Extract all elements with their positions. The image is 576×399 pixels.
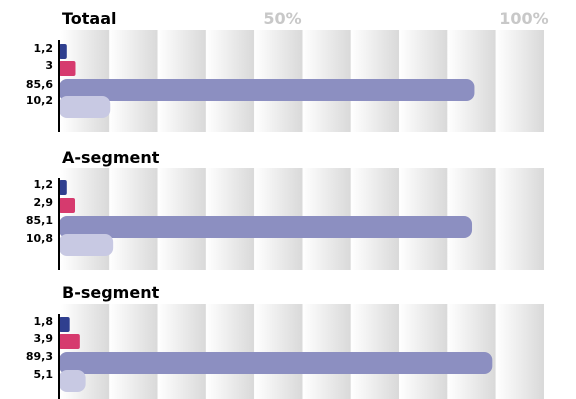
bar-value-label: 85,1 [26,214,53,227]
bar-value-label: 89,3 [26,350,53,363]
background-stripe [495,30,544,132]
bar [59,334,80,349]
bar [59,61,76,76]
bar-value-label: 3 [45,59,53,72]
bar-value-label: 1,2 [34,42,54,55]
bar [59,216,473,238]
bar-value-label: 85,6 [26,78,53,91]
background-stripe [205,304,255,399]
bar [59,370,86,392]
bar-value-label: 1,2 [34,178,54,191]
background-stripe [254,304,303,399]
bar-value-label: 3,9 [34,332,54,345]
bar [59,234,114,256]
bar [59,96,111,118]
bar [59,352,493,374]
panel-title: B-segment [62,283,160,302]
background-stripe [447,304,496,399]
bar-value-label: 5,1 [34,368,54,381]
panel-title: Totaal [62,9,117,28]
background-stripe [109,304,158,399]
bar-value-label: 10,8 [26,232,53,245]
panel-title: A-segment [62,148,160,167]
bar [59,198,76,213]
background-stripe [157,304,206,399]
bar-value-label: 2,9 [34,196,54,209]
bar-value-label: 10,2 [26,94,53,107]
x-tick-label: 100% [499,9,548,28]
bar-value-label: 1,8 [34,315,54,328]
background-stripe [302,304,351,399]
background-stripe [399,304,448,399]
bar [59,180,67,195]
bar [59,317,70,332]
background-stripe [495,168,544,270]
background-stripe [495,304,544,399]
background-stripe [350,304,400,399]
bar [59,79,475,101]
bar [59,44,67,59]
x-tick-label: 50% [263,9,301,28]
